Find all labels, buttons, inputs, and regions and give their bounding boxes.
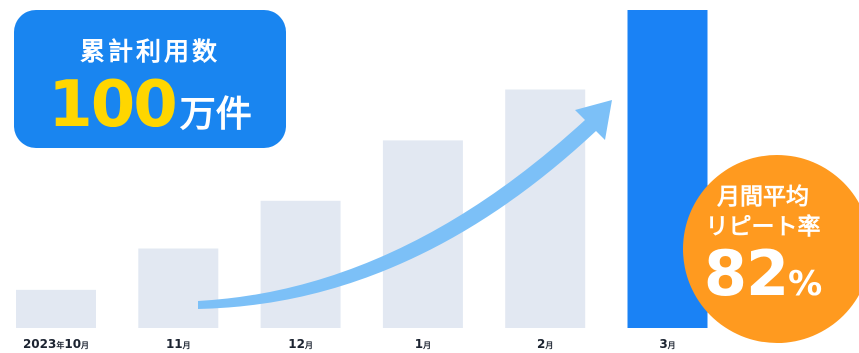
total-usage-unit: 万件 [179, 94, 252, 135]
bar [505, 89, 586, 328]
x-tick-label: 2023年10月 [23, 337, 89, 351]
bar [260, 200, 341, 328]
x-tick-label: 11月 [166, 337, 191, 351]
repeat-rate-label-line1: 月間平均 [717, 184, 809, 210]
x-tick-label: 1月 [415, 337, 431, 351]
bar [16, 289, 96, 328]
repeat-rate-label-line2: リピート率 [705, 214, 821, 240]
x-tick-label: 12月 [288, 337, 313, 351]
bar [138, 248, 219, 328]
repeat-rate-value: 82% [683, 237, 843, 310]
repeat-rate-number: 82 [703, 237, 789, 310]
total-usage-amount: 100 万件 [14, 68, 286, 142]
repeat-rate-circle: 月間平均 リピート率 82% [683, 155, 859, 343]
x-tick-label: 2月 [537, 337, 553, 351]
total-usage-number: 100 [48, 68, 178, 142]
total-usage-label: 累計利用数 [79, 37, 220, 66]
x-tick-label: 3月 [659, 337, 675, 351]
total-usage-badge: 累計利用数 100 万件 [14, 10, 286, 148]
repeat-rate-unit: % [788, 264, 823, 304]
